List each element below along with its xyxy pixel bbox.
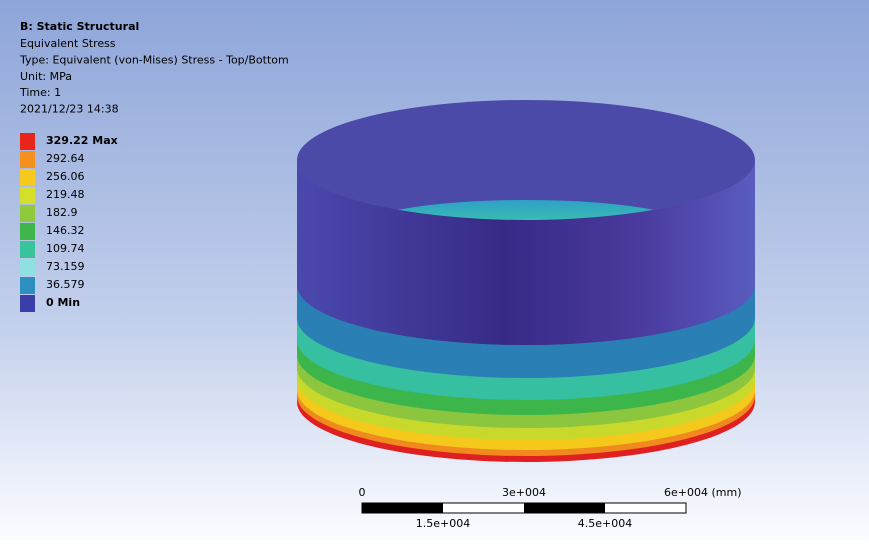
page: B: Static Structural Equivalent Stress Ty… [0,0,869,544]
title: B: Static Structural [20,20,139,33]
header-line: Equivalent Stress [20,37,116,50]
legend-swatch [20,223,35,240]
scale-label: 4.5e+004 [578,517,632,530]
legend-swatch [20,169,35,186]
legend-label: 329.22 Max [46,134,118,147]
legend-swatch [20,187,35,204]
scale-bar-segment [362,503,443,513]
legend-label: 109.74 [46,242,85,255]
legend-label: 73.159 [46,260,85,273]
legend-swatch [20,241,35,258]
legend-swatch [20,133,35,150]
legend-label: 182.9 [46,206,78,219]
legend-label: 0 Min [46,296,80,309]
scale-label: 0 [359,486,366,499]
legend-swatch [20,151,35,168]
scale-label: 3e+004 [502,486,546,499]
header-line: Type: Equivalent (von-Mises) Stress - To… [19,53,289,66]
legend-label: 292.64 [46,152,85,165]
model [297,100,755,462]
header-line: Unit: MPa [20,70,72,83]
legend-label: 146.32 [46,224,85,237]
header-line: 2021/12/23 14:38 [20,103,119,116]
legend-swatch [20,295,35,312]
scale-label: 6e+004 (mm) [664,486,742,499]
legend-swatch [20,259,35,276]
legend-swatch [20,205,35,222]
scale-bar-segment [524,503,605,513]
scale-label: 1.5e+004 [416,517,470,530]
header-line: Time: 1 [19,86,61,99]
legend-label: 219.48 [46,188,85,201]
viewport: B: Static Structural Equivalent Stress Ty… [0,0,869,540]
legend-label: 256.06 [46,170,85,183]
legend-label: 36.579 [46,278,85,291]
legend-swatch [20,277,35,294]
